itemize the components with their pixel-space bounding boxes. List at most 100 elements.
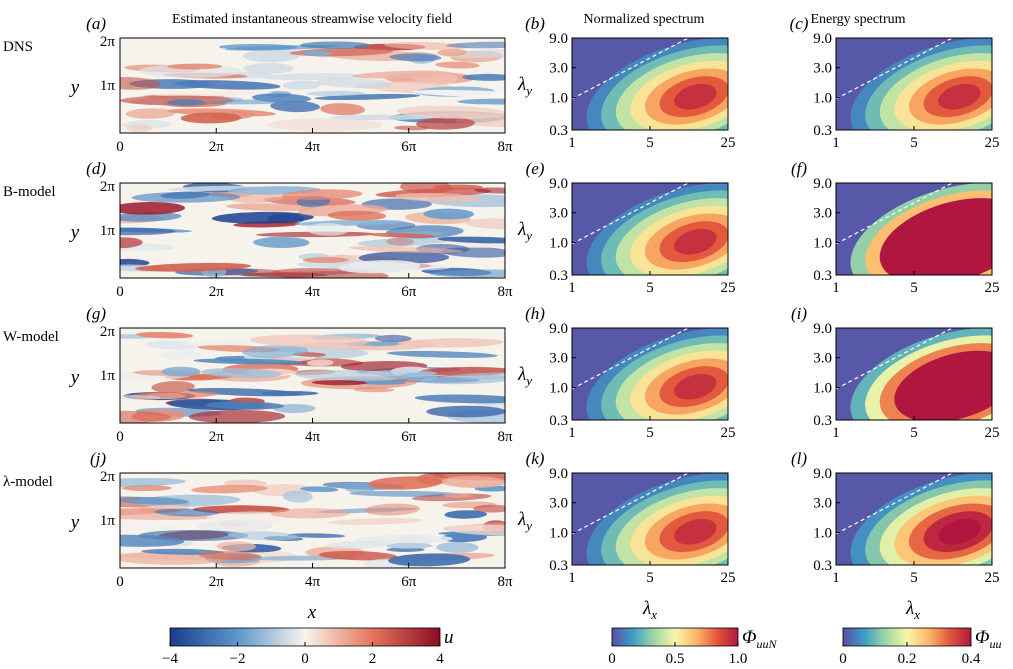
velocity-streak (207, 99, 298, 105)
velocity-streak (319, 550, 398, 561)
velocity-streak (270, 100, 320, 113)
velocity-streak (126, 124, 152, 133)
spectrum-x-tick: 25 (721, 570, 736, 586)
panel-label: (d) (86, 159, 106, 178)
spectrum-y-tick: 9.0 (549, 31, 568, 47)
velocity-field (120, 328, 505, 423)
velocity-streak (120, 394, 161, 400)
velocity-streak (306, 223, 350, 236)
svg-text:λy: λy (517, 364, 532, 388)
velocity-streak (445, 41, 505, 49)
field-x-axis-label: x (307, 602, 317, 623)
colorbar-label: Φuu (975, 627, 1001, 651)
velocity-streak (352, 70, 452, 79)
velocity-streak (472, 504, 505, 513)
velocity-streak (436, 48, 468, 57)
velocity-streak (120, 522, 179, 530)
velocity-streak (260, 390, 319, 396)
velocity-streak (311, 380, 367, 386)
velocity-streak (193, 358, 304, 365)
velocity-streak (201, 368, 282, 379)
field-y-tick: 1π (100, 513, 116, 529)
svg-text:λy: λy (517, 219, 532, 243)
spectrum-x-tick: 5 (910, 425, 918, 441)
velocity-streak (447, 524, 505, 537)
spectrum-y-tick: 0.3 (549, 123, 568, 139)
velocity-streak (465, 218, 505, 230)
svg-text:λy: λy (517, 509, 532, 533)
normalized-spectrum: 1 5 25 9.0 3.0 1.0 0.3 (b) λy (517, 14, 736, 151)
velocity-field (120, 38, 505, 133)
normalized-column-title: Normalized spectrum (584, 12, 705, 27)
spectrum-x-tick: 5 (646, 570, 654, 586)
field-x-tick: 2π (209, 139, 225, 155)
spectrum-y-tick: 9.0 (813, 31, 832, 47)
velocity-streak (368, 476, 443, 490)
velocity-streak (440, 476, 505, 488)
velocity-streak (423, 208, 475, 220)
velocity-streak (420, 375, 505, 385)
velocity-streak (436, 542, 479, 553)
spectrum-x-tick: 25 (721, 135, 736, 151)
velocity-streak (225, 203, 315, 212)
spectrum-x-tick: 25 (721, 425, 736, 441)
spectrum-y-tick: 9.0 (813, 321, 832, 337)
panel-label: (g) (86, 304, 106, 323)
panel-label: (k) (526, 449, 545, 468)
spectrum-x-tick: 5 (646, 135, 654, 151)
colorbar-tick: 0.4 (962, 651, 981, 667)
velocity-streak (282, 490, 313, 503)
velocity-streak (242, 345, 309, 358)
velocity-streak (228, 531, 299, 541)
field-y-tick: 1π (100, 368, 116, 384)
spectrum-y-tick: 1.0 (813, 380, 832, 396)
field-y-tick: 2π (100, 34, 116, 50)
velocity-streak (211, 211, 314, 224)
velocity-streak (135, 262, 252, 272)
velocity-streak (218, 43, 298, 51)
spectrum-y-tick: 1.0 (813, 90, 832, 106)
velocity-streak (270, 508, 351, 519)
spectrum-y-axis-label: λy (517, 219, 532, 243)
velocity-streak (344, 483, 377, 493)
velocity-streak (154, 508, 220, 517)
velocity-streak (442, 493, 472, 498)
colorbar-tick: 4 (436, 651, 444, 667)
field-y-axis-label: y (69, 77, 80, 98)
velocity-streak (287, 533, 346, 538)
spectrum-y-tick: 3.0 (549, 206, 568, 222)
spectrum-x-tick: 1 (832, 425, 840, 441)
colorbar-tick: 1.0 (729, 651, 748, 667)
velocity-streak (385, 542, 433, 549)
velocity-streak (243, 63, 294, 74)
velocity-streak (185, 340, 267, 346)
velocity-streak (180, 112, 242, 124)
reference-line (836, 328, 953, 390)
field-y-tick: 2π (100, 469, 116, 485)
velocity-streak (120, 237, 143, 249)
colorbar-tick: −2 (230, 651, 246, 667)
velocity-streak (315, 78, 395, 89)
velocity-streak (192, 505, 290, 514)
reference-line (572, 183, 689, 245)
velocity-streak (462, 73, 505, 81)
field-x-tick: 6π (401, 284, 417, 300)
spectrum-x-tick: 25 (985, 280, 1000, 296)
velocity-streak (398, 338, 504, 348)
spectrum-contour (938, 228, 981, 255)
panel-label: (j) (90, 449, 106, 468)
velocity-streak (136, 331, 194, 339)
spectrum-contour (938, 373, 981, 400)
spectrum-y-tick: 3.0 (549, 496, 568, 512)
model-name: DNS (3, 39, 33, 55)
spectrum-y-tick: 3.0 (549, 351, 568, 367)
reference-line (572, 328, 689, 390)
normalized-spectrum: 1 5 25 9.0 3.0 1.0 0.3 (e) λy (517, 159, 736, 296)
velocity-streak (474, 187, 505, 194)
spectrum-contour (674, 228, 717, 255)
energy-spectrum: 1 5 25 9.0 3.0 1.0 0.3 (c) (790, 14, 1000, 151)
figure-rows: (a) DNS 0 2π 4π 6π 8π 2π 1π y 1 5 25 9.0 3.0 1.0 0.3 (b) λ… (3, 14, 1000, 590)
velocity-streak (369, 232, 436, 238)
velocity-streak (457, 98, 505, 105)
